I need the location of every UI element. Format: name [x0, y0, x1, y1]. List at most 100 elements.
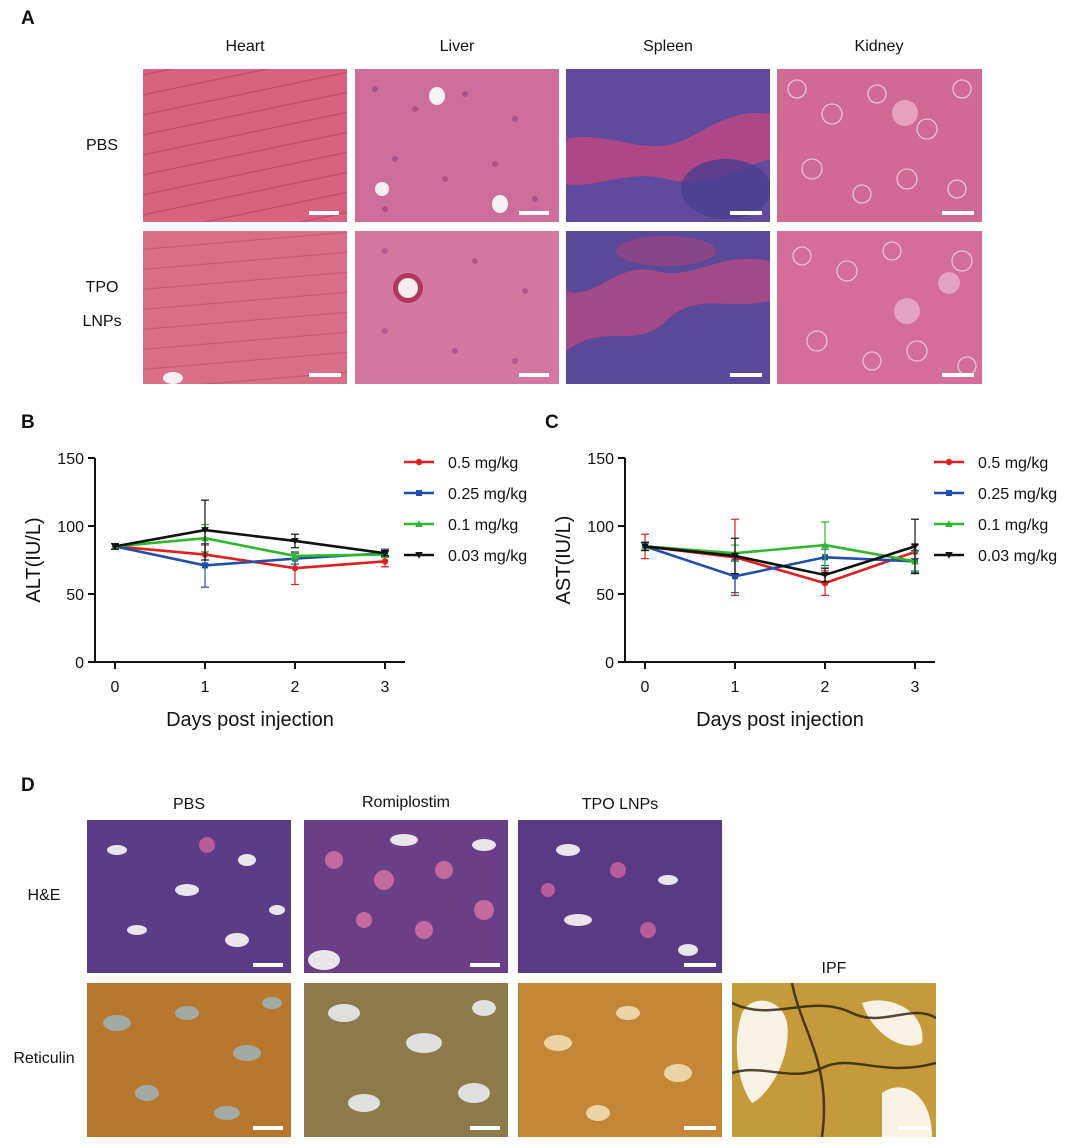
data-point — [911, 543, 919, 551]
scale-bar — [470, 1126, 500, 1130]
panel-a-letter: A — [21, 8, 35, 29]
legend-marker — [945, 552, 953, 559]
legend-label: 0.1 mg/kg — [448, 517, 518, 534]
panel-a-col-liver: Liver — [439, 38, 475, 55]
scale-bar — [309, 373, 341, 377]
micrograph-spleen-pbs — [566, 69, 770, 222]
x-tick-label: 2 — [821, 679, 830, 696]
micrograph-heart-pbs — [143, 69, 347, 222]
data-point — [201, 527, 209, 534]
legend-entry-1: 0.25 mg/kg — [404, 486, 527, 503]
micrograph-spleen-tpo — [566, 231, 770, 384]
panel-a-row-tpo-line2: LNPs — [82, 313, 122, 330]
legend-entry-0: 0.5 mg/kg — [934, 455, 1048, 472]
legend-entry-3: 0.03 mg/kg — [934, 548, 1057, 565]
micrograph-liver-pbs — [355, 69, 559, 222]
series-line — [644, 545, 916, 577]
panel-b-letter: B — [21, 412, 35, 433]
y-tick-label: 100 — [57, 519, 84, 536]
panel-d-letter: D — [21, 775, 35, 796]
series-line — [114, 545, 386, 570]
panel-d-col-tpo-lnps: TPO LNPs — [581, 796, 659, 813]
legend-label: 0.03 mg/kg — [978, 548, 1057, 565]
axes: 0 50 100 150 0 1 2 3 — [57, 451, 405, 696]
scale-bar — [898, 1126, 930, 1130]
micrograph-lung-reticulin-ipf — [732, 983, 936, 1137]
legend-label: 0.1 mg/kg — [978, 517, 1048, 534]
micrograph-kidney-pbs — [777, 69, 982, 222]
scale-bar — [253, 1126, 283, 1130]
scale-bar — [684, 1126, 716, 1130]
data-point — [291, 537, 299, 545]
panel-a-col-spleen: Spleen — [643, 38, 693, 55]
legend-marker — [415, 458, 423, 466]
series-line — [114, 536, 386, 558]
series-0 — [111, 543, 389, 586]
data-point — [381, 550, 389, 557]
x-axis-label: Days post injection — [696, 709, 864, 731]
scale-bar — [730, 373, 762, 377]
data-point — [731, 552, 739, 560]
y-tick-label: 0 — [75, 655, 84, 672]
y-tick-label: 150 — [587, 451, 614, 468]
x-tick-label: 0 — [641, 679, 650, 696]
scale-bar — [730, 211, 762, 215]
series-line — [114, 528, 386, 555]
scale-bar — [309, 211, 339, 215]
panel-d-row-reticulin: Reticulin — [13, 1050, 75, 1067]
data-point — [732, 573, 738, 580]
series-2 — [641, 521, 919, 572]
panel-a-row-pbs: PBS — [85, 137, 118, 154]
scale-bar — [519, 211, 549, 215]
panel-d-col-pbs: PBS — [172, 796, 205, 813]
panel-d-row-he: H&E — [27, 887, 61, 904]
scale-bar — [519, 373, 549, 377]
micrograph-marrow-he-pbs — [87, 820, 291, 973]
legend-entry-2: 0.1 mg/kg — [404, 517, 518, 534]
legend-label: 0.5 mg/kg — [448, 455, 518, 472]
series-line — [644, 543, 916, 563]
data-point — [821, 541, 829, 549]
micrograph-marrow-he-tpo — [518, 820, 722, 973]
panel-a-row-tpo-line1: TPO — [85, 279, 119, 296]
legend-marker — [945, 520, 953, 527]
legend-entry-0: 0.5 mg/kg — [404, 455, 518, 472]
alt-line-chart: 0 50 100 150 0 1 2 3 Days post injection ALT(IU/L… — [23, 451, 527, 731]
legend-label: 0.03 mg/kg — [448, 548, 527, 565]
panel-a-col-kidney: Kidney — [854, 38, 904, 55]
data-point — [111, 543, 119, 551]
y-tick-label: 50 — [596, 587, 614, 604]
x-tick-label: 0 — [111, 679, 120, 696]
data-point — [202, 562, 208, 569]
micrograph-marrow-reticulin-tpo — [518, 983, 722, 1137]
legend-entry-3: 0.03 mg/kg — [404, 548, 527, 565]
y-tick-label: 0 — [605, 655, 614, 672]
legend-label: 0.25 mg/kg — [978, 486, 1057, 503]
micrograph-marrow-he-romiplostim — [304, 820, 508, 973]
panel-d-col-romiplostim: Romiplostim — [361, 794, 450, 811]
legend-marker — [946, 490, 952, 496]
ast-line-chart: 0 50 100 150 0 1 2 3 Days post injection AST(IU/L… — [553, 451, 1057, 731]
data-point — [821, 571, 829, 579]
micrograph-marrow-reticulin-pbs — [87, 983, 291, 1137]
y-tick-label: 50 — [66, 587, 84, 604]
x-axis-label: Days post injection — [166, 709, 334, 731]
panel-a-col-heart: Heart — [225, 38, 265, 55]
legend-entry-2: 0.1 mg/kg — [934, 517, 1048, 534]
scale-bar — [470, 963, 500, 967]
series-3 — [111, 499, 389, 561]
legend-entry-1: 0.25 mg/kg — [934, 486, 1057, 503]
y-tick-label: 100 — [587, 519, 614, 536]
micrograph-marrow-reticulin-romiplostim — [304, 983, 508, 1137]
legend-marker — [416, 490, 422, 496]
x-tick-label: 3 — [381, 679, 390, 696]
panel-c-letter: C — [545, 412, 559, 433]
scale-bar — [942, 211, 974, 215]
x-tick-label: 1 — [731, 679, 740, 696]
data-point — [381, 558, 389, 565]
scale-bar — [253, 963, 283, 967]
axes: 0 50 100 150 0 1 2 3 — [587, 451, 935, 696]
y-axis-label: AST(IU/L) — [553, 516, 575, 605]
scale-bar — [684, 963, 716, 967]
data-point — [641, 543, 649, 551]
